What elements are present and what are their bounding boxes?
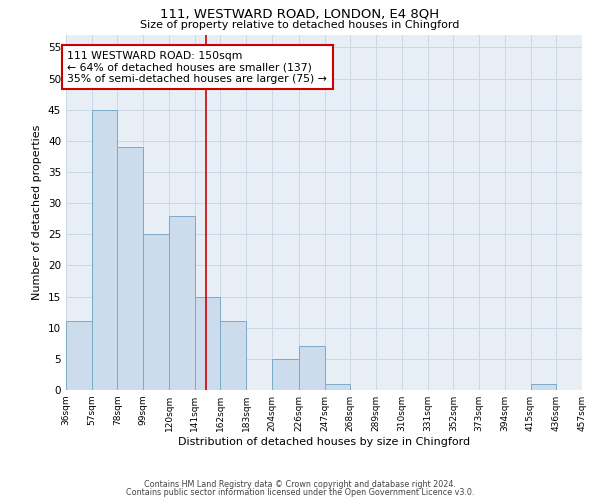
Bar — [66, 322, 92, 390]
Bar — [220, 322, 246, 390]
Text: Size of property relative to detached houses in Chingford: Size of property relative to detached ho… — [140, 20, 460, 30]
Bar — [272, 359, 299, 390]
Bar — [118, 147, 143, 390]
Bar — [530, 384, 556, 390]
Text: Contains HM Land Registry data © Crown copyright and database right 2024.: Contains HM Land Registry data © Crown c… — [144, 480, 456, 489]
Text: Contains public sector information licensed under the Open Government Licence v3: Contains public sector information licen… — [126, 488, 474, 497]
Bar — [92, 110, 118, 390]
Bar — [194, 296, 220, 390]
X-axis label: Distribution of detached houses by size in Chingford: Distribution of detached houses by size … — [178, 437, 470, 447]
Text: 111 WESTWARD ROAD: 150sqm
← 64% of detached houses are smaller (137)
35% of semi: 111 WESTWARD ROAD: 150sqm ← 64% of detac… — [67, 50, 327, 84]
Bar — [299, 346, 325, 390]
Bar — [169, 216, 194, 390]
Text: 111, WESTWARD ROAD, LONDON, E4 8QH: 111, WESTWARD ROAD, LONDON, E4 8QH — [160, 8, 440, 20]
Bar — [325, 384, 350, 390]
Y-axis label: Number of detached properties: Number of detached properties — [32, 125, 43, 300]
Bar — [143, 234, 169, 390]
